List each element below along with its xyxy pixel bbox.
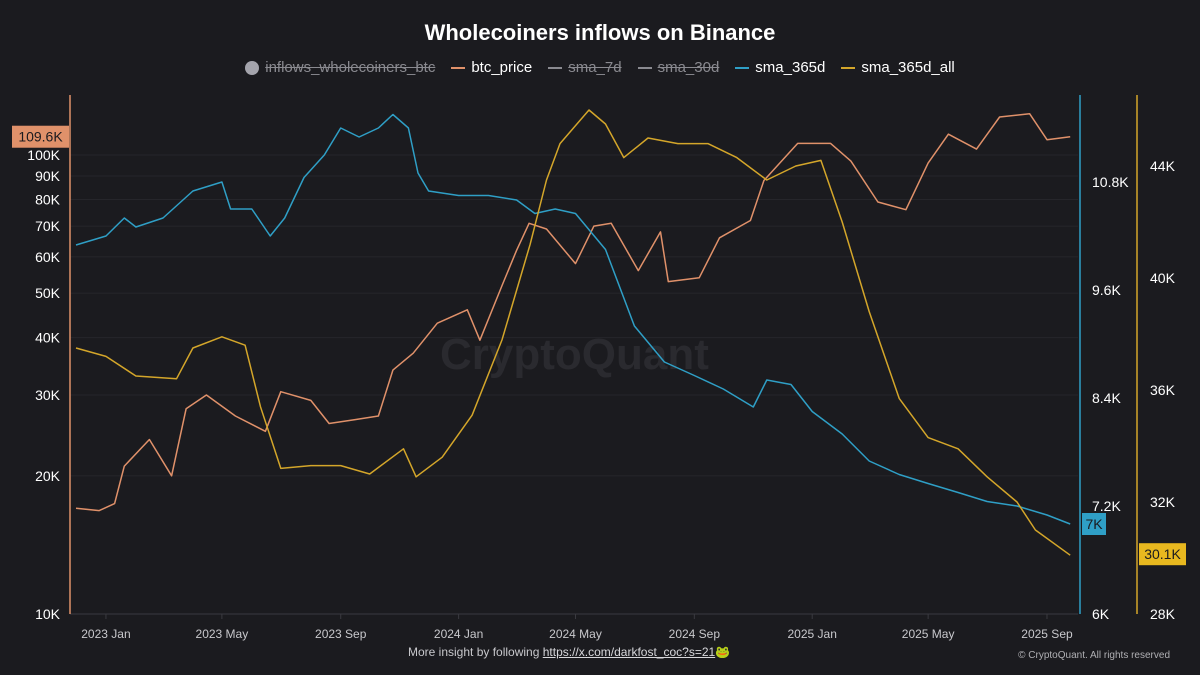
legend-item-sma-365d-all[interactable]: sma_365d_all xyxy=(841,59,955,76)
left-tick-label: 100K xyxy=(27,147,60,163)
right-last-value-badge-bg xyxy=(1139,543,1186,566)
x-tick-label: 2025 May xyxy=(902,627,955,641)
middle-tick-label: 10.8K xyxy=(1092,174,1129,190)
x-tick-label: 2023 Jan xyxy=(81,627,130,641)
left-tick-label: 50K xyxy=(35,285,61,301)
legend-item-sma-30d[interactable]: sma_30d xyxy=(637,59,720,76)
footer-link[interactable]: https://x.com/darkfost_coc?s=21 xyxy=(542,645,716,659)
middle-last-value-badge-bg xyxy=(1082,513,1106,535)
legend-item-inflows[interactable]: inflows_wholecoiners_btc xyxy=(245,59,435,76)
chart-title: Wholecoiners inflows on Binance xyxy=(424,20,776,45)
copyright: © CryptoQuant. All rights reserved xyxy=(1018,650,1170,661)
legend-label: btc_price xyxy=(471,59,533,76)
x-tick-label: 2025 Sep xyxy=(1021,627,1073,641)
footer-text: More insight by following xyxy=(408,645,540,659)
left-tick-label: 20K xyxy=(35,468,61,484)
right-tick-label: 40K xyxy=(1150,270,1176,286)
footer: More insight by following https://x.com/… xyxy=(408,645,730,659)
legend-label: sma_365d xyxy=(755,59,826,76)
line-swatch-icon xyxy=(451,66,466,69)
frog-icon: 🐸 xyxy=(715,645,731,659)
left-last-value-badge-bg xyxy=(12,125,69,148)
legend-item-sma-365d[interactable]: sma_365d xyxy=(735,59,825,76)
x-tick-label: 2023 Sep xyxy=(315,627,367,641)
series-line-sma_365d xyxy=(75,113,1071,525)
x-tick-label: 2023 May xyxy=(196,627,249,641)
left-tick-label: 10K xyxy=(35,606,61,622)
middle-last-value-badge: 7K xyxy=(1085,516,1103,532)
dot-icon xyxy=(245,60,260,75)
x-tick-label: 2024 Sep xyxy=(669,627,721,641)
right-tick-label: 28K xyxy=(1150,606,1176,622)
right-tick-label: 36K xyxy=(1150,382,1176,398)
x-tick-label: 2025 Jan xyxy=(788,627,837,641)
x-tick-label: 2024 Jan xyxy=(434,627,483,641)
watermark: CryptoQuant xyxy=(440,330,709,379)
right-tick-label: 32K xyxy=(1150,494,1176,510)
line-swatch-icon xyxy=(735,66,750,69)
left-tick-label: 90K xyxy=(35,168,61,184)
legend: inflows_wholecoiners_btc btc_price sma_7… xyxy=(0,59,1200,76)
line-swatch-icon xyxy=(841,66,856,69)
left-last-value-badge: 109.6K xyxy=(18,129,63,145)
right-tick-label: 44K xyxy=(1150,158,1176,174)
left-tick-label: 60K xyxy=(35,249,61,265)
legend-item-sma-7d[interactable]: sma_7d xyxy=(548,59,622,76)
left-tick-label: 80K xyxy=(35,191,61,207)
middle-tick-label: 7.2K xyxy=(1092,498,1121,514)
line-swatch-icon xyxy=(548,66,563,69)
series-line-btc_price xyxy=(75,112,1071,512)
right-last-value-badge: 30.1K xyxy=(1144,546,1181,562)
middle-tick-label: 9.6K xyxy=(1092,282,1121,298)
x-tick-label: 2024 May xyxy=(549,627,602,641)
left-tick-label: 70K xyxy=(35,218,61,234)
line-swatch-icon xyxy=(637,66,652,69)
legend-label: sma_365d_all xyxy=(861,59,955,76)
left-tick-label: 40K xyxy=(35,330,61,346)
legend-label: sma_30d xyxy=(657,59,720,76)
legend-label: inflows_wholecoiners_btc xyxy=(265,59,436,76)
middle-tick-label: 6K xyxy=(1092,606,1110,622)
series-line-sma_365d_all xyxy=(75,109,1071,556)
left-tick-label: 30K xyxy=(35,387,61,403)
legend-item-btc-price[interactable]: btc_price xyxy=(451,59,532,76)
middle-tick-label: 8.4K xyxy=(1092,390,1121,406)
legend-label: sma_7d xyxy=(568,59,622,76)
